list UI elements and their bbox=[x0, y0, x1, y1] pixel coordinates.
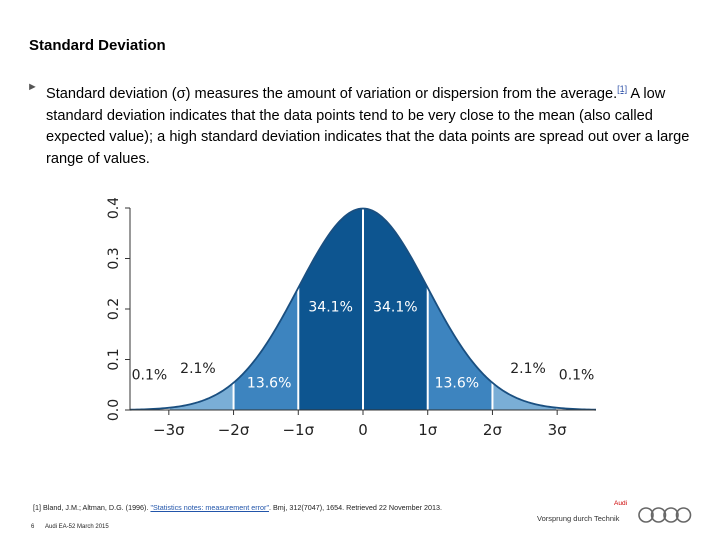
y-tick-label-4: 0.4 bbox=[106, 198, 122, 219]
normal-distribution-chart: −3σ −2σ −1σ 0 1σ 2σ 3σ 0.0 0.1 0.2 0.3 0.4 2.1% 13.6%… bbox=[106, 198, 597, 439]
footnote-link[interactable]: "Statistics notes: measurement error" bbox=[150, 503, 270, 512]
brand-slogan: Vorsprung durch Technik bbox=[537, 514, 620, 523]
footnote: [1] Bland, J.M.; Altman, D.G. (1996). "S… bbox=[33, 503, 442, 512]
tail-label-right: 0.1% bbox=[559, 368, 595, 384]
region-label-5: 2.1% bbox=[510, 361, 546, 377]
y-tick-label-0: 0.0 bbox=[106, 399, 122, 421]
bullet-bold-lead: Standard deviation bbox=[46, 86, 168, 102]
footnote-prefix: [1] Bland, J.M.; Altman, D.G. (1996). bbox=[33, 503, 151, 512]
x-tick-label-1: −2σ bbox=[218, 421, 250, 439]
x-tick-label-5: 2σ bbox=[483, 421, 503, 439]
y-tick-label-3: 0.3 bbox=[106, 247, 122, 269]
bullet-text: Standard deviation (σ) measures the amou… bbox=[46, 79, 691, 170]
y-tick-label-1: 0.1 bbox=[106, 348, 122, 370]
brand-name: Audi bbox=[614, 500, 628, 507]
slide-title: Standard Deviation bbox=[29, 37, 166, 54]
region-label-2: 34.1% bbox=[308, 300, 352, 316]
x-tick-label-3: 0 bbox=[358, 421, 368, 439]
region-label-1: 13.6% bbox=[247, 375, 291, 391]
triangle-bullet-icon: ► bbox=[27, 81, 38, 93]
region-label-0: 2.1% bbox=[180, 361, 216, 377]
page-number: 6 bbox=[31, 524, 35, 530]
region-0 bbox=[168, 382, 234, 410]
tail-label-left: 0.1% bbox=[132, 368, 168, 384]
bullet-definition: (σ) measures the amount of variation or … bbox=[167, 86, 618, 102]
x-tick-label-2: −1σ bbox=[282, 421, 314, 439]
footnote-suffix: . Bmj, 312(7047), 1654. Retrieved 22 Nov… bbox=[269, 503, 443, 512]
region-label-3: 34.1% bbox=[373, 300, 417, 316]
audi-rings-logo-icon bbox=[638, 507, 692, 523]
region-label-4: 13.6% bbox=[435, 375, 479, 391]
density-curve bbox=[129, 207, 597, 411]
region-5 bbox=[492, 382, 558, 410]
citation-link[interactable]: [1] bbox=[617, 84, 628, 94]
x-tick-label-4: 1σ bbox=[418, 421, 438, 439]
y-tick-label-2: 0.2 bbox=[106, 298, 122, 320]
x-tick-label-0: −3σ bbox=[153, 421, 185, 439]
bullet-description: A low standard deviation indicates that … bbox=[46, 86, 690, 167]
footer-meta: Audi EA-52 March 2015 bbox=[45, 524, 109, 530]
x-tick-label-6: 3σ bbox=[548, 421, 568, 439]
